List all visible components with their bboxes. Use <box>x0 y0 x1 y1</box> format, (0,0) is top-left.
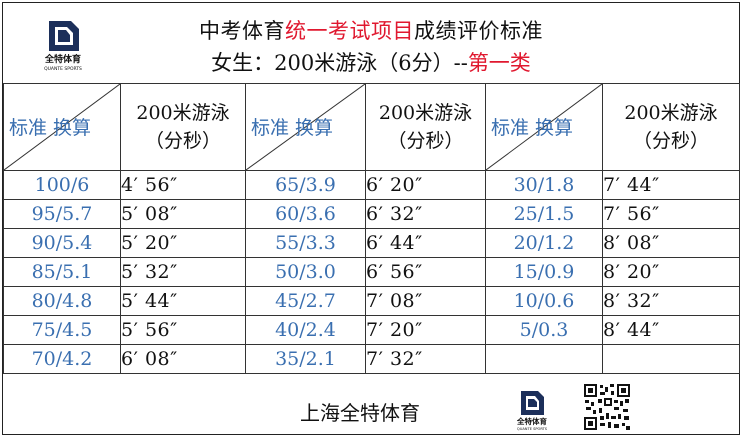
standard-cell: 55/3.3 <box>245 228 366 258</box>
table-row: 100/6 4′ 56″ 65/3.9 6′ 20″ 30/1.8 7′ 44″ <box>3 170 740 200</box>
time-cell: 6′ 44″ <box>365 228 486 258</box>
footer-logo-icon: 全特体育 QUANTE SPORTS <box>516 391 548 431</box>
diag-label: 标准 换算 <box>251 117 334 139</box>
diag-label: 标准 换算 <box>9 117 92 139</box>
time-cell: 7′ 44″ <box>602 170 740 200</box>
standard-cell: 60/3.6 <box>245 199 366 229</box>
title-part2: 成绩评价标准 <box>414 19 543 43</box>
standard-cell: 75/4.5 <box>3 315 121 345</box>
time-cell: 8′ 32″ <box>602 286 740 316</box>
diag-header-cell: 标准 换算 <box>485 83 603 171</box>
time-cell: 5′ 20″ <box>120 228 246 258</box>
time-cell: 7′ 20″ <box>365 315 486 345</box>
page-subtitle: 女生：200米游泳（6分）--第一类 <box>3 47 739 77</box>
col-head-line1: 200米游泳 <box>378 102 473 124</box>
standard-cell: 10/0.6 <box>485 286 603 316</box>
time-cell: 6′ 32″ <box>365 199 486 229</box>
column-header: 200米游泳 （分秒） <box>602 83 740 171</box>
title-highlight: 统一考试项目 <box>285 19 414 43</box>
brand-logo-icon: 全特体育 QUANTE SPORTS <box>44 21 82 72</box>
diagonal-line <box>246 84 365 170</box>
standard-cell <box>485 344 603 374</box>
title-part1: 中考体育 <box>199 19 285 43</box>
standard-cell: 95/5.7 <box>3 199 121 229</box>
score-table: 标准 换算 200米游泳 （分秒） 标准 换算 200米游泳 （分秒） 标准 换… <box>3 83 740 374</box>
col-head-line1: 200米游泳 <box>624 102 718 124</box>
standard-cell: 15/0.9 <box>485 257 603 287</box>
time-cell: 8′ 08″ <box>602 228 740 258</box>
col-head-line2: （分秒） <box>632 130 709 152</box>
col-head-line2: （分秒） <box>387 130 464 152</box>
table-row: 75/4.5 5′ 56″ 40/2.4 7′ 20″ 5/0.3 8′ 44″ <box>3 315 740 345</box>
time-cell: 5′ 32″ <box>120 257 246 287</box>
footer: 上海全特体育 全特体育 QUANTE SPORTS <box>3 375 739 434</box>
footer-org-name: 上海全特体育 <box>300 401 420 425</box>
col-head-line1: 200米游泳 <box>136 102 230 124</box>
standard-cell: 25/1.5 <box>485 199 603 229</box>
standard-cell: 65/3.9 <box>245 170 366 200</box>
standard-cell: 35/2.1 <box>245 344 366 374</box>
diagonal-line <box>486 84 602 170</box>
time-cell: 7′ 08″ <box>365 286 486 316</box>
time-cell: 6′ 08″ <box>120 344 246 374</box>
logo-text: 全特体育 <box>44 53 81 65</box>
standard-cell: 45/2.7 <box>245 286 366 316</box>
diag-header-cell: 标准 换算 <box>245 83 366 171</box>
standard-cell: 30/1.8 <box>485 170 603 200</box>
table-row: 70/4.2 6′ 08″ 35/2.1 7′ 32″ <box>3 344 740 374</box>
time-cell: 7′ 32″ <box>365 344 486 374</box>
diag-header-cell: 标准 换算 <box>3 83 121 171</box>
time-cell: 5′ 08″ <box>120 199 246 229</box>
qr-code-icon <box>583 383 631 431</box>
time-cell: 6′ 56″ <box>365 257 486 287</box>
standard-cell: 50/3.0 <box>245 257 366 287</box>
time-cell: 5′ 56″ <box>120 315 246 345</box>
standard-cell: 20/1.2 <box>485 228 603 258</box>
standard-cell: 5/0.3 <box>485 315 603 345</box>
diag-label: 标准 换算 <box>491 117 574 139</box>
subtitle-main: 女生：200米游泳（6分）-- <box>211 51 468 75</box>
table-row: 90/5.4 5′ 20″ 55/3.3 6′ 44″ 20/1.2 8′ 08… <box>3 228 740 258</box>
table-row: 80/4.8 5′ 44″ 45/2.7 7′ 08″ 10/0.6 8′ 32… <box>3 286 740 316</box>
standard-cell: 100/6 <box>3 170 121 200</box>
subtitle-highlight: 第一类 <box>467 51 531 75</box>
time-cell: 5′ 44″ <box>120 286 246 316</box>
standard-cell: 85/5.1 <box>3 257 121 287</box>
header: 全特体育 QUANTE SPORTS 中考体育统一考试项目成绩评价标准 女生：2… <box>3 3 739 83</box>
time-cell: 8′ 20″ <box>602 257 740 287</box>
time-cell: 8′ 44″ <box>602 315 740 345</box>
table-row: 95/5.7 5′ 08″ 60/3.6 6′ 32″ 25/1.5 7′ 56… <box>3 199 740 229</box>
diagonal-line <box>4 84 120 170</box>
col-head-line2: （分秒） <box>144 130 221 152</box>
column-header: 200米游泳 （分秒） <box>120 83 246 171</box>
time-cell: 7′ 56″ <box>602 199 740 229</box>
time-cell <box>602 344 740 374</box>
table-row: 85/5.1 5′ 32″ 50/3.0 6′ 56″ 15/0.9 8′ 20… <box>3 257 740 287</box>
column-header: 200米游泳 （分秒） <box>365 83 486 171</box>
logo-subtext: QUANTE SPORTS <box>44 66 82 72</box>
standard-cell: 90/5.4 <box>3 228 121 258</box>
footer-logo-text: 全特体育 <box>516 416 547 426</box>
page-title: 中考体育统一考试项目成绩评价标准 <box>3 15 739 45</box>
time-cell: 4′ 56″ <box>120 170 246 200</box>
standard-cell: 70/4.2 <box>3 344 121 374</box>
standard-cell: 80/4.8 <box>3 286 121 316</box>
standard-cell: 40/2.4 <box>245 315 366 345</box>
footer-logo-subtext: QUANTE SPORTS <box>517 427 548 431</box>
table-header-row: 标准 换算 200米游泳 （分秒） 标准 换算 200米游泳 （分秒） 标准 换… <box>3 83 740 171</box>
time-cell: 6′ 20″ <box>365 170 486 200</box>
